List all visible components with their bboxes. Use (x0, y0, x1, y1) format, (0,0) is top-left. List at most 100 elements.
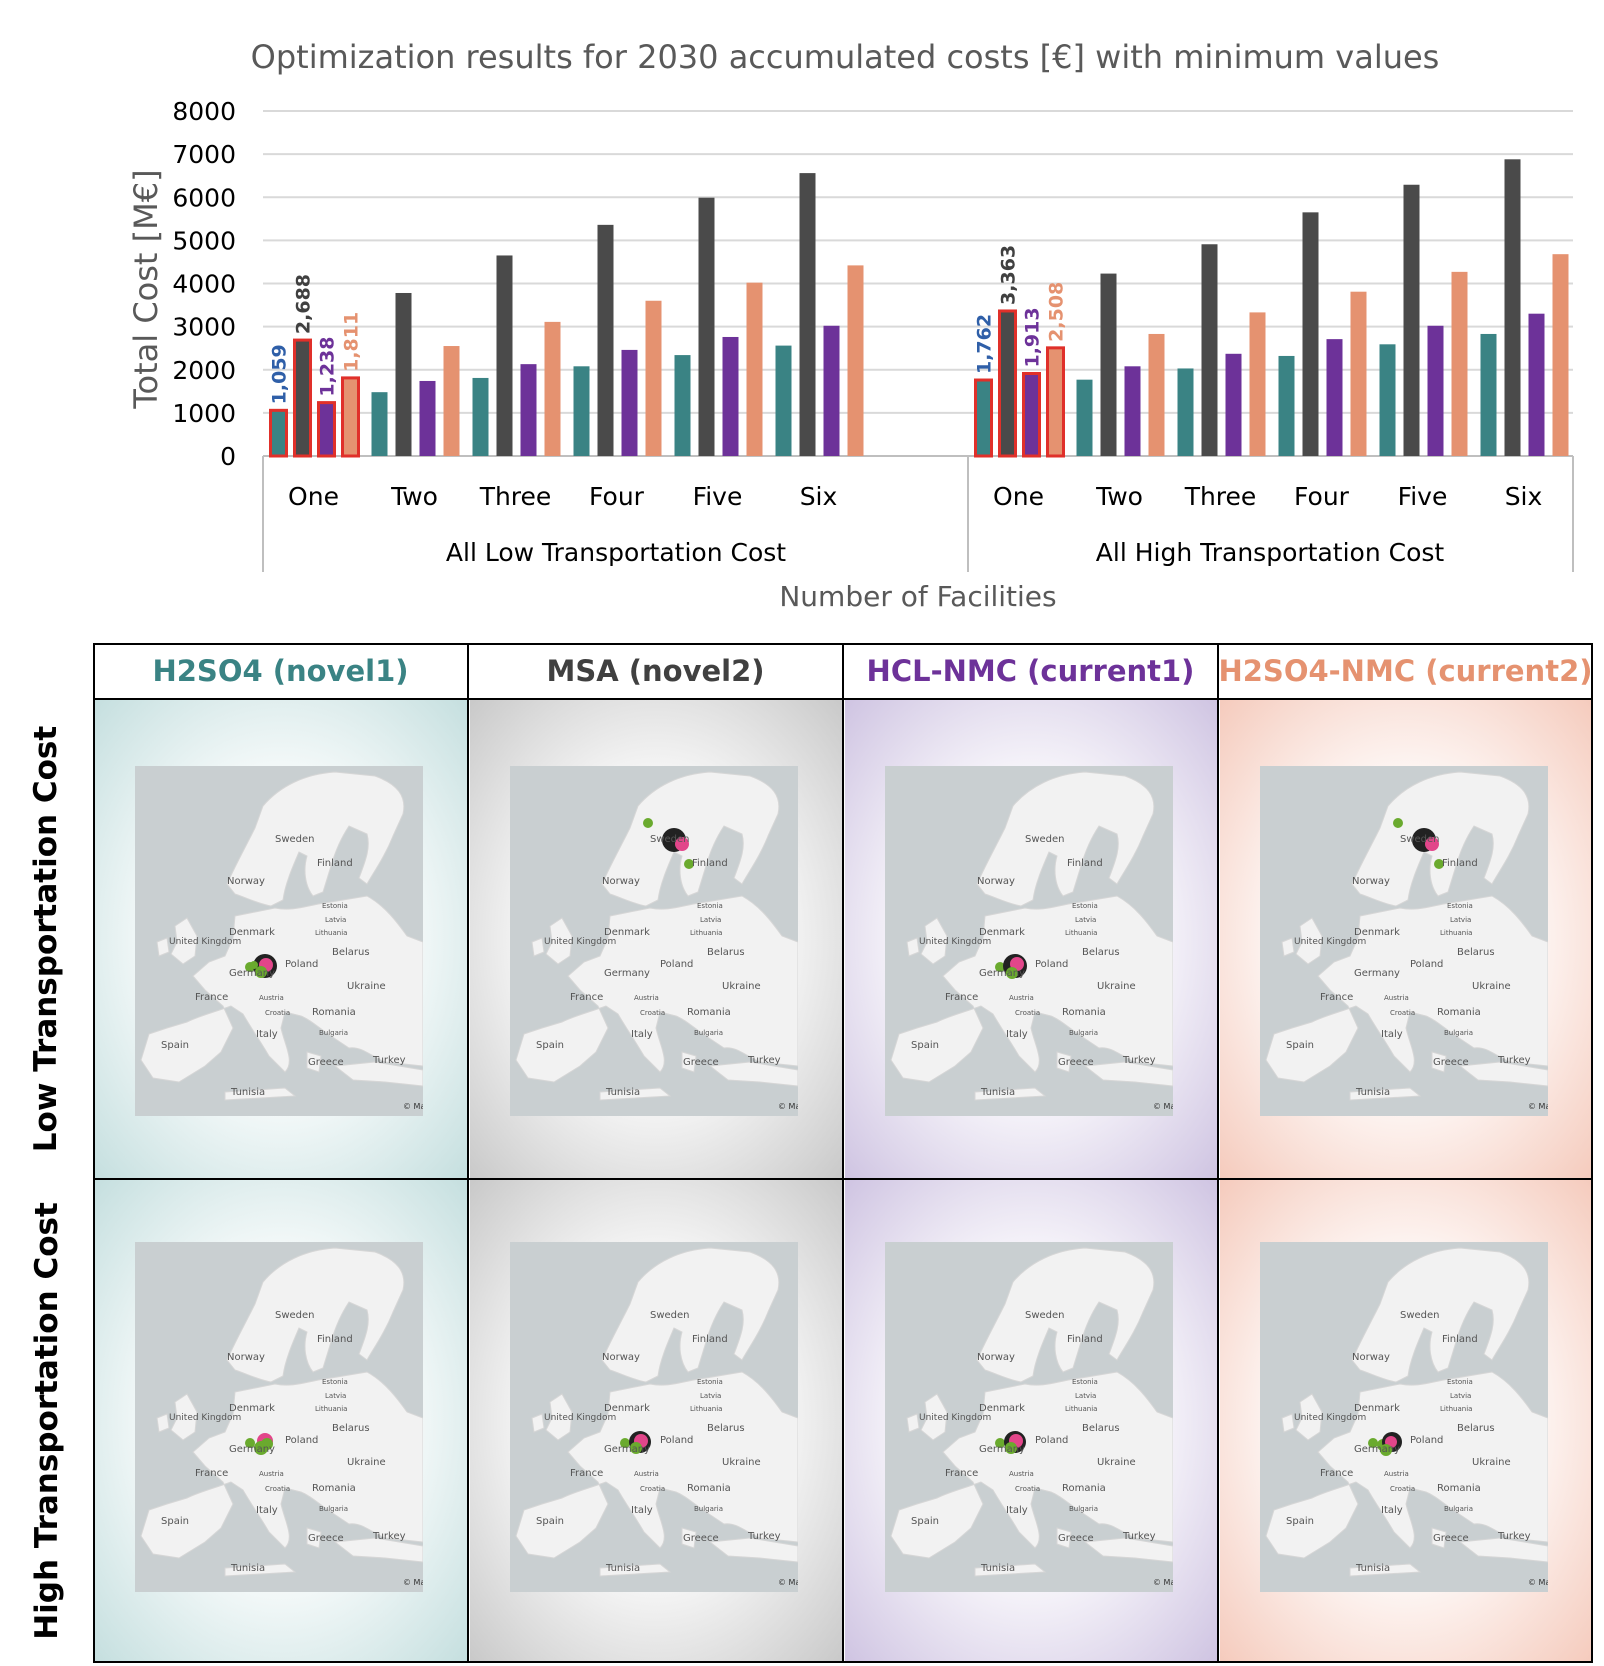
map-label-denmark: Denmark (229, 927, 275, 938)
map-label-germany: Germany (1354, 968, 1400, 979)
map-label-denmark: Denmark (229, 1403, 275, 1414)
map-label-belarus: Belarus (332, 947, 370, 958)
map-label-denmark: Denmark (1354, 927, 1400, 938)
map-label-poland: Poland (1410, 1435, 1444, 1446)
value-label: 1,238 (317, 337, 339, 397)
map-label-greece: Greece (683, 1057, 719, 1068)
map-label-ukraine: Ukraine (1097, 1457, 1136, 1468)
group-label-low: All Low Transportation Cost (446, 538, 786, 567)
x-tick-label: Four (1294, 482, 1350, 511)
group-label-high: All High Transportation Cost (1096, 538, 1445, 567)
map-label-lithuania: Lithuania (690, 929, 723, 937)
map-label-finland: Finland (692, 858, 728, 869)
map-cell: Sweden Finland Norway Estonia Latvia Lithuani… (95, 700, 467, 1178)
bar (472, 377, 489, 456)
y-tick-label: 8000 (172, 97, 236, 126)
map-cell: Sweden Finland Norway Estonia Latvia Lithuani… (470, 700, 842, 1178)
map-label-greece: Greece (1058, 1533, 1094, 1544)
map-label-bulgaria: Bulgaria (319, 1505, 349, 1513)
value-label: 1,059 (269, 344, 291, 404)
europe-land-shape (1265, 771, 1548, 1101)
map-label-denmark: Denmark (604, 927, 650, 938)
map-credit: © Ma (1153, 1102, 1173, 1111)
value-label: 1,913 (1022, 307, 1044, 367)
y-tick-label: 4000 (172, 270, 236, 299)
column-header-hcl-nmc: HCL-NMC (current1) (866, 654, 1195, 688)
bar (1302, 212, 1319, 456)
supply-marker (245, 1438, 255, 1448)
europe-land-shape (515, 771, 798, 1101)
map-label-poland: Poland (285, 959, 319, 970)
map-label-france: France (195, 992, 229, 1003)
map-label-ukraine: Ukraine (1472, 981, 1511, 992)
map-label-sweden: Sweden (275, 1310, 315, 1321)
map-label-belarus: Belarus (1082, 947, 1120, 958)
map-label-germany: Germany (604, 968, 650, 979)
bar (746, 282, 763, 456)
map-label-france: France (1320, 992, 1354, 1003)
map-label-turkey: Turkey (1498, 1055, 1531, 1066)
map-label-belarus: Belarus (1457, 947, 1495, 958)
supply-marker (1006, 967, 1018, 979)
y-tick-label: 3000 (172, 313, 236, 342)
bar (1177, 368, 1194, 456)
map-cell: Sweden Finland Norway Estonia Latvia Lithuani… (845, 1180, 1217, 1661)
bar (674, 355, 691, 456)
value-label: 2,508 (1046, 282, 1068, 342)
map-label-finland: Finland (1442, 858, 1478, 869)
map-label-sweden: Sweden (275, 834, 315, 845)
supply-marker (1368, 1438, 1378, 1448)
map-label-italy: Italy (631, 1505, 653, 1516)
map-label-belarus: Belarus (1082, 1423, 1120, 1434)
map-label-norway: Norway (1352, 1352, 1390, 1363)
map-label-france: France (570, 1468, 604, 1479)
map-label-austria: Austria (634, 994, 659, 1002)
supply-marker (620, 1438, 630, 1448)
map-label-lithuania: Lithuania (315, 929, 348, 937)
supply-marker (995, 1438, 1005, 1448)
map-label-tunisia: Tunisia (606, 1563, 641, 1574)
bar (573, 366, 590, 456)
map-label-latvia: Latvia (700, 916, 722, 924)
x-tick-label: Two (1095, 482, 1143, 511)
map-label-uk: United Kingdom (544, 937, 617, 947)
map-cell: Sweden Finland Norway Estonia Latvia Lithuani… (1220, 700, 1592, 1178)
map-label-italy: Italy (1381, 1029, 1403, 1040)
map-label-austria: Austria (259, 994, 284, 1002)
bar (395, 292, 412, 456)
map-label-ukraine: Ukraine (347, 981, 386, 992)
bar (1124, 366, 1141, 456)
map-label-latvia: Latvia (1450, 1392, 1472, 1400)
map-label-greece: Greece (1433, 1057, 1469, 1068)
map-label-greece: Greece (1058, 1057, 1094, 1068)
map-label-ukraine: Ukraine (1097, 981, 1136, 992)
map-label-uk: United Kingdom (1294, 937, 1367, 947)
map-label-ukraine: Ukraine (722, 1457, 761, 1468)
map-label-estonia: Estonia (1447, 902, 1473, 910)
map-label-romania: Romania (1437, 1483, 1481, 1494)
map-credit: © Ma (778, 1102, 798, 1111)
europe-land-shape (140, 1247, 423, 1577)
map-label-italy: Italy (256, 1505, 278, 1516)
bar (443, 346, 460, 456)
bar (645, 300, 662, 456)
map-label-estonia: Estonia (322, 902, 348, 910)
map-label-romania: Romania (687, 1483, 731, 1494)
map-label-finland: Finland (692, 1334, 728, 1345)
bar (419, 380, 436, 456)
bars (269, 159, 1569, 458)
europe-land-shape (140, 771, 423, 1101)
map-label-turkey: Turkey (373, 1531, 406, 1542)
bar (998, 309, 1017, 458)
map-label-austria: Austria (1384, 1470, 1409, 1478)
y-tick-label: 5000 (172, 226, 236, 255)
supply-marker (255, 966, 267, 978)
bar (1379, 344, 1396, 456)
map-label-sweden: Sweden (1400, 834, 1440, 845)
supply-marker (1005, 1442, 1017, 1454)
map-label-italy: Italy (1381, 1505, 1403, 1516)
map-label-bulgaria: Bulgaria (1069, 1505, 1099, 1513)
map-label-norway: Norway (1352, 876, 1390, 887)
row-label-low: Low Transportation Cost (28, 725, 65, 1153)
map-credit: © Ma (403, 1102, 423, 1111)
